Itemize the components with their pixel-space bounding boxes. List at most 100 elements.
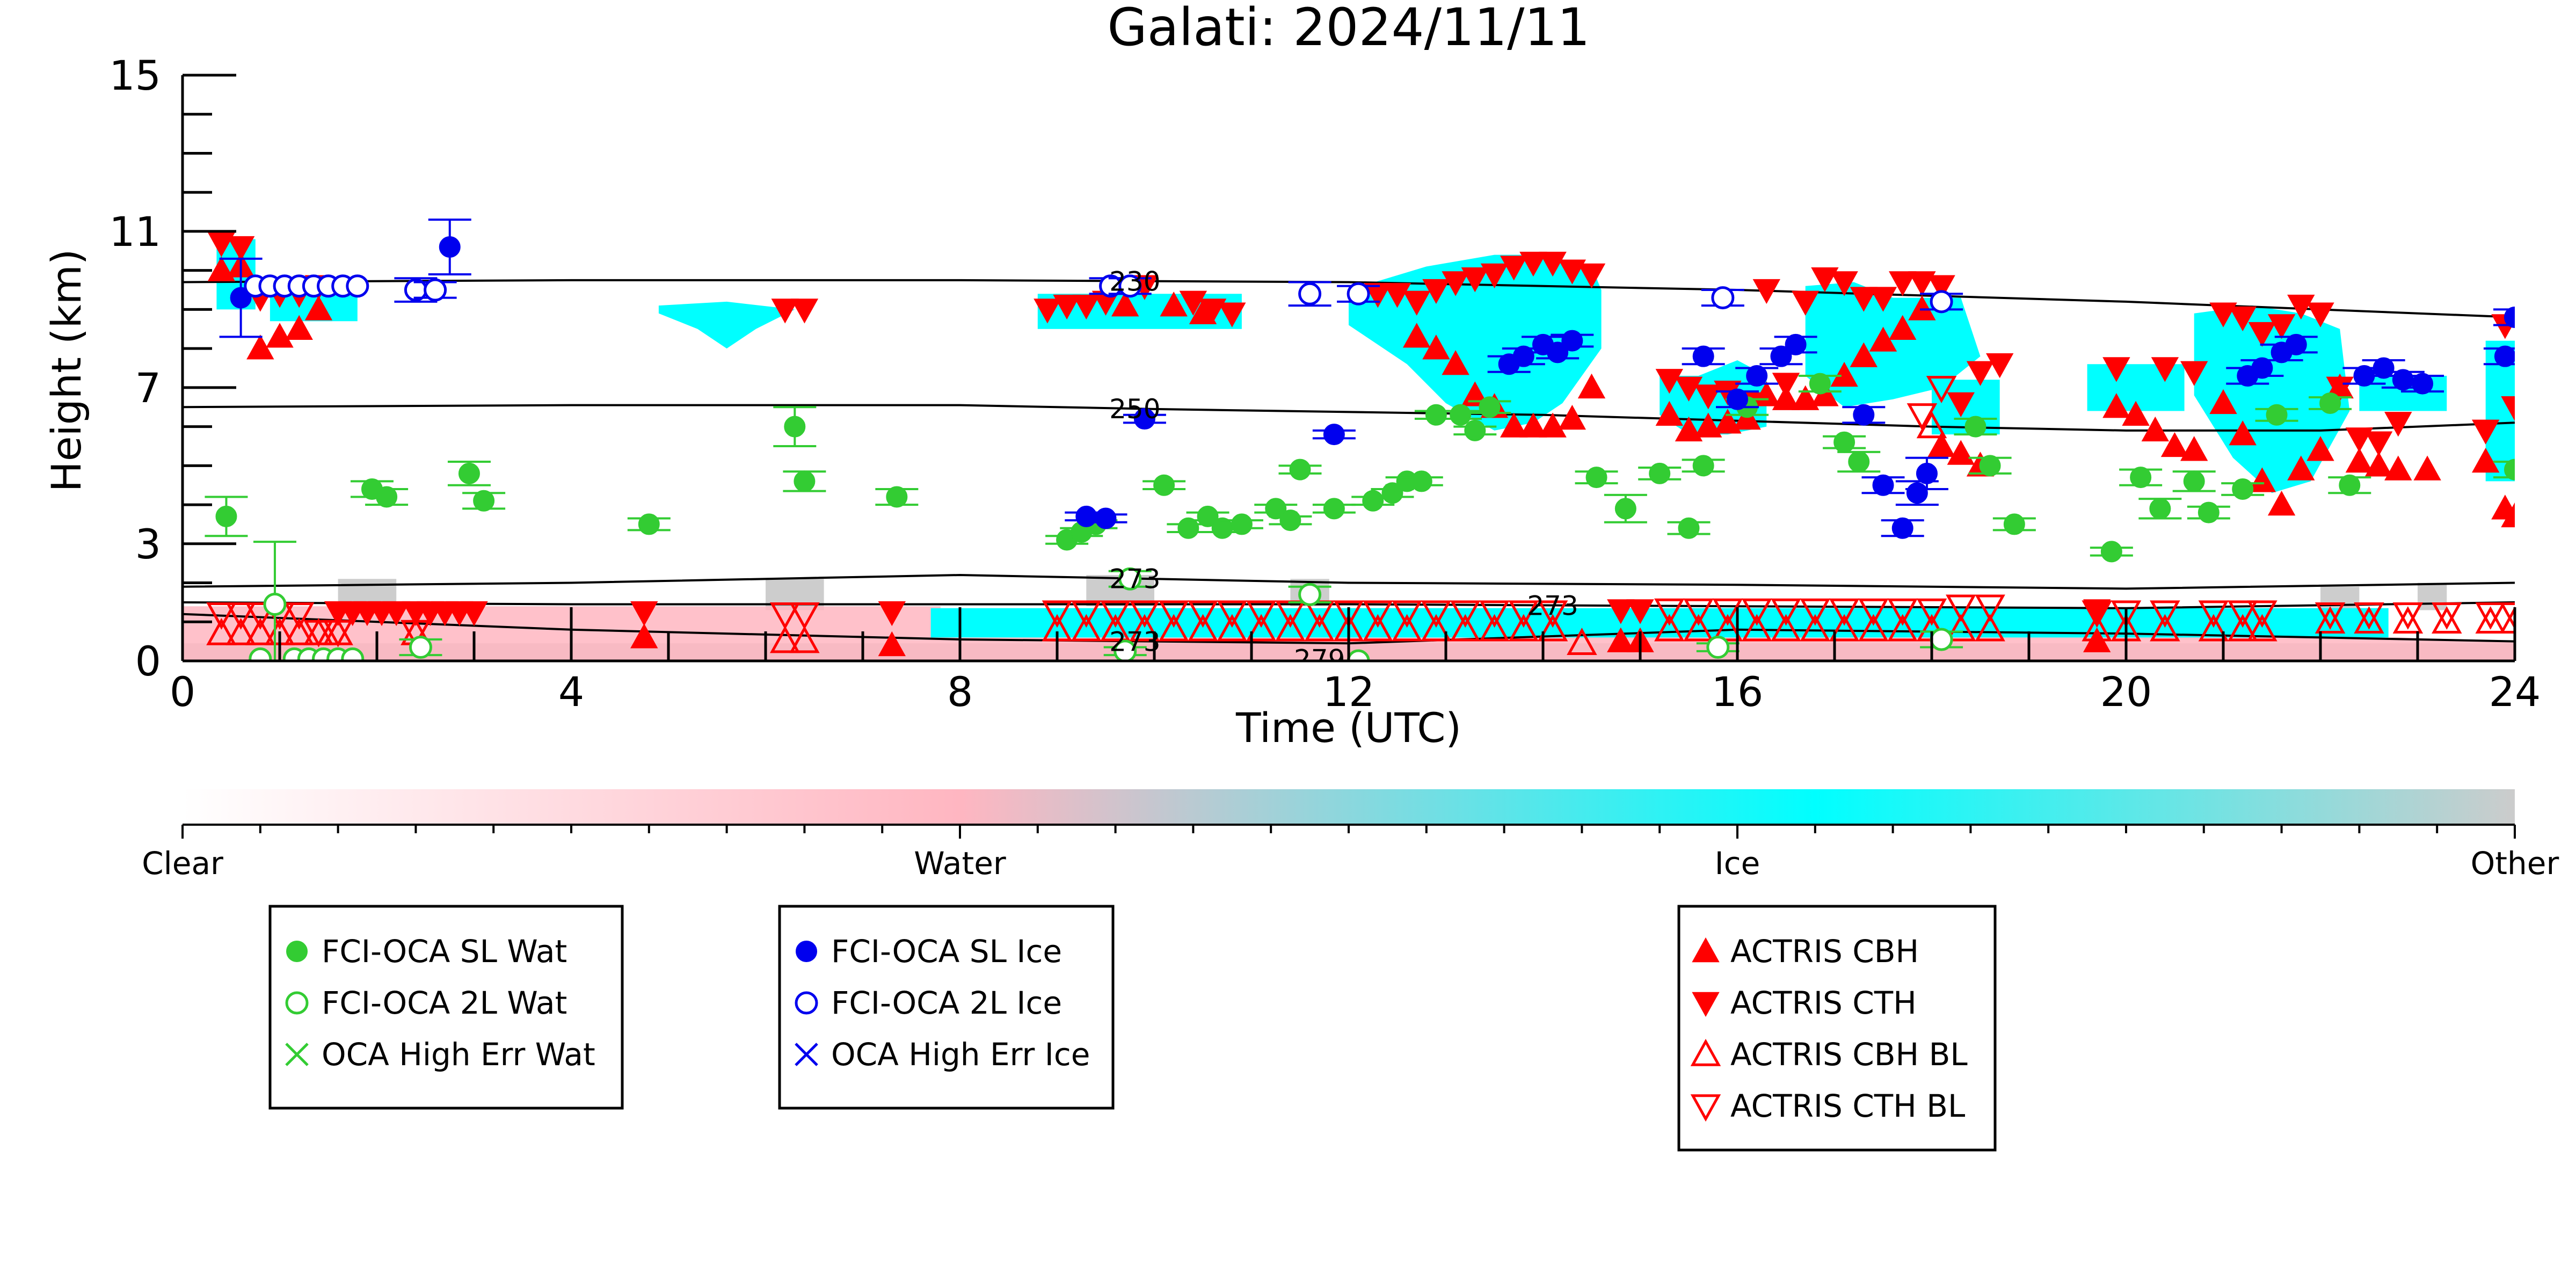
actris-cbh-point [2248, 467, 2276, 492]
actris-cbh-bl-point [1858, 614, 1889, 642]
fci-sl-ice-point [1891, 517, 1913, 539]
actris-cbh-bl-point [1392, 614, 1422, 642]
actris-cth-point [2306, 302, 2334, 328]
isotherm-line [183, 573, 2515, 590]
fci-sl-wat-point [215, 505, 237, 527]
actris-cth-point [2151, 357, 2179, 382]
legend-item: FCI-OCA 2L Ice [795, 985, 1062, 1021]
fci-sl-ice-point [1512, 345, 1534, 367]
fci-sl-wat-point [886, 486, 908, 508]
actris-cth-point [1966, 361, 1995, 386]
actris-cth-bl-point [2354, 602, 2384, 630]
fci-sl-wat-point [2149, 498, 2171, 520]
legend-marker [285, 991, 309, 1015]
y-tick-label: 15 [109, 52, 161, 99]
actris-cbh-bl-point [1304, 614, 1335, 642]
chart-title: Galati: 2024/11/11 [1107, 0, 1590, 57]
legend-item: ACTRIS CTH BL [1690, 1088, 1965, 1124]
legend-label: ACTRIS CBH [1730, 933, 1919, 970]
legend-marker [1690, 1094, 1721, 1122]
actris-cth-point [1519, 251, 1547, 277]
fci-sl-wat-point [1265, 498, 1287, 520]
actris-cth-point [1607, 599, 1635, 624]
fci-sl-ice-point [1133, 408, 1155, 430]
legend-marker-stroke [285, 1043, 309, 1066]
actris-cbh-point [2384, 455, 2412, 481]
fci-2l-wat-point [409, 636, 432, 659]
x-tick-label: 12 [1323, 668, 1375, 716]
actris-cbh-bl-point [2227, 614, 2258, 642]
actris-cth-bl-point [1654, 598, 1685, 626]
actris-cbh-point [1694, 412, 1722, 438]
fci-sl-wat-point [1197, 505, 1219, 527]
actris-cth-point [1927, 275, 1955, 300]
actris-cth-point [1442, 271, 1469, 296]
legend-label: OCA High Err Ice [831, 1036, 1090, 1073]
actris-cbh-point [630, 623, 658, 649]
fci-sl-wat-point [638, 513, 660, 535]
fci-sl-wat-point [1585, 467, 1607, 489]
ice-cloud-region [2485, 340, 2515, 482]
actris-cth-bl-point [1887, 598, 1918, 626]
actris-cbh-bl-point [789, 625, 820, 653]
actris-cbh-point [1675, 416, 1703, 442]
actris-cth-point [1792, 290, 1820, 316]
fci-sl-wat-point [473, 490, 495, 512]
actris-cth-bl-point [1712, 598, 1743, 626]
actris-cth-point [1626, 599, 1654, 624]
actris-cth-bl-point [1421, 600, 1452, 628]
actris-cbh-point [1577, 373, 1606, 399]
actris-cth-point [460, 601, 488, 627]
fci-sl-ice-point [1561, 330, 1583, 352]
fci-sl-ice-point [1916, 462, 1938, 484]
actris-cbh-bl-point [2315, 606, 2346, 634]
actris-cth-bl-point [1479, 600, 1510, 628]
fci-sl-wat-point [1848, 451, 1870, 473]
fci-sl-ice-point [2392, 369, 2414, 391]
fci-sl-ice-point [230, 287, 252, 309]
actris-cbh-point [2160, 432, 2189, 457]
fci-sl-wat-point [1964, 416, 1986, 438]
actris-cbh-bl-point [1887, 614, 1918, 642]
colorbar-gradient [183, 789, 2515, 825]
x-tick-label: 0 [170, 668, 195, 716]
fci-2l-ice-point [1118, 274, 1142, 298]
legend-item: OCA High Err Ice [795, 1036, 1090, 1073]
fci-sl-wat-point [1649, 462, 1671, 484]
legend-item: FCI-OCA 2L Wat [285, 985, 567, 1021]
actris-cth-bl-point [225, 602, 256, 630]
actris-cth-point [1908, 271, 1936, 296]
actris-cbh-bl-point [1712, 614, 1743, 642]
fci-sl-ice-point [1785, 333, 1807, 355]
colorbar: Clear Water Ice Other [142, 789, 2559, 882]
actris-cbh-point [1714, 409, 1742, 434]
actris-cbh-point [2229, 420, 2257, 446]
actris-cth-bl-point [283, 602, 315, 630]
colorbar-label: Ice [1715, 845, 1760, 882]
actris-cth-point [207, 232, 236, 257]
fci-sl-wat-point [2183, 470, 2205, 492]
actris-cth-bl-point [1829, 598, 1860, 626]
fci-sl-wat-point [794, 470, 816, 492]
actris-cbh-bl-point [2247, 614, 2277, 642]
fci-sl-ice-point [2373, 357, 2395, 379]
legend-item: FCI-OCA SL Ice [796, 933, 1062, 970]
x-tick-label: 8 [947, 668, 973, 716]
actris-cbh-point [2287, 455, 2315, 481]
actris-cbh-point [878, 631, 906, 657]
fci-2l-wat-point [249, 647, 272, 661]
fci-2l-wat-point [1114, 639, 1137, 661]
actris-cbh-point [1403, 323, 1431, 348]
y-axis-label: Height (km) [42, 249, 90, 492]
actris-cth-bl-point [1246, 600, 1277, 628]
fci-sl-wat-point [1678, 517, 1700, 539]
actris-cth-point [1889, 271, 1917, 296]
fci-2l-ice-point [1347, 282, 1370, 305]
actris-cth-point [227, 236, 255, 261]
actris-cth-bl-point [1800, 598, 1831, 626]
fci-sl-ice-point [2285, 333, 2307, 355]
actris-cth-bl-point [2198, 600, 2229, 628]
actris-cbh-point [207, 256, 236, 281]
fci-sl-wat-point [2197, 501, 2220, 523]
actris-cth-bl-point [769, 602, 801, 630]
